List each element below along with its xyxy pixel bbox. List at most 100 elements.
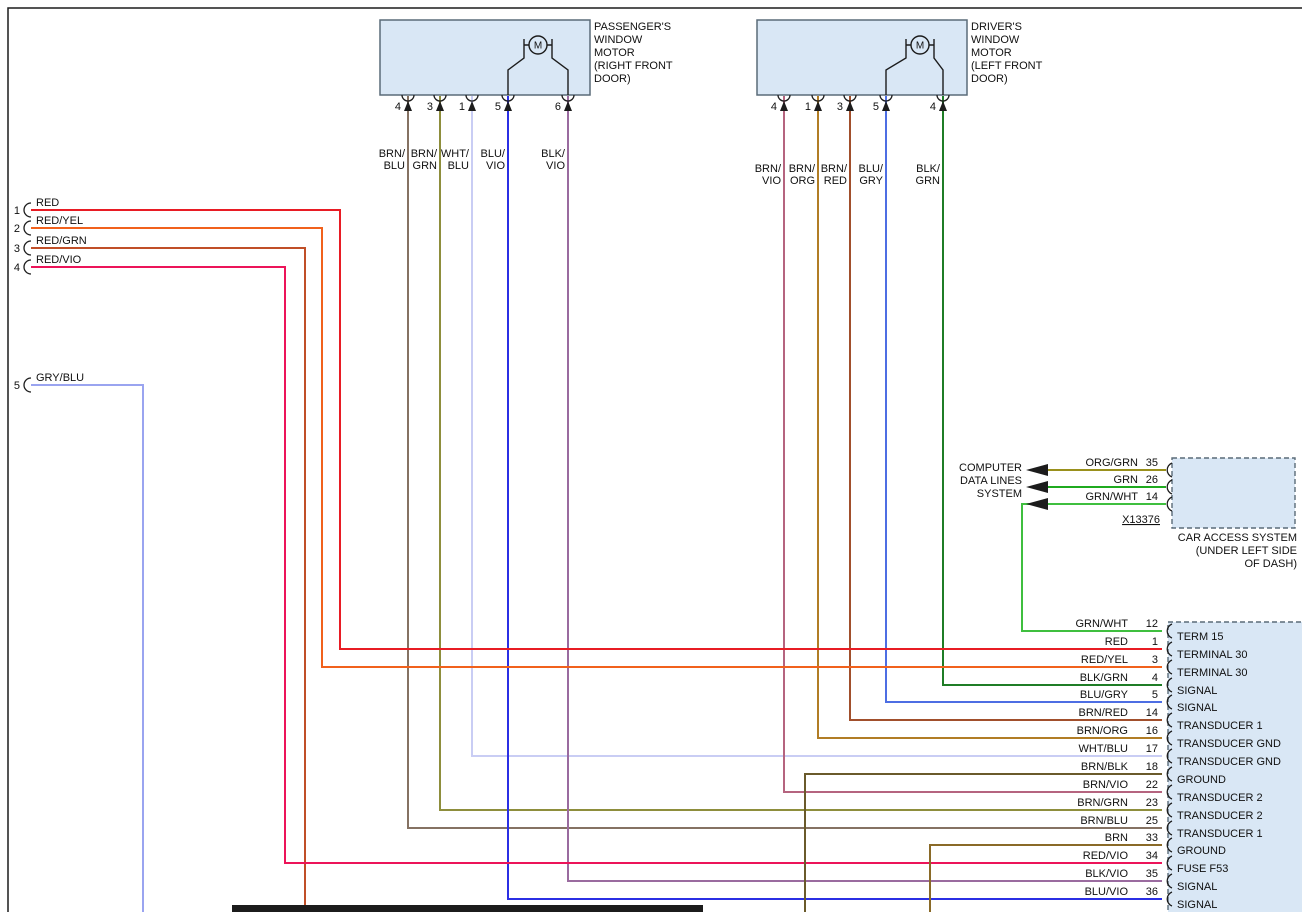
pin-socket (23, 240, 32, 256)
pin-arrow-up-icon (814, 101, 822, 111)
wire-color-label: BRN/ (379, 148, 406, 160)
row-wire-name: BLU/VIO (1085, 886, 1129, 898)
connector-id-link[interactable]: X13376 (1122, 514, 1160, 526)
wire-blu-gry (885, 96, 1162, 703)
row-pin-number: 25 (1146, 815, 1158, 827)
row-terminal-label: GROUND (1177, 845, 1226, 857)
row-wire-name: RED/YEL (1081, 654, 1128, 666)
pin-socket (23, 377, 32, 393)
row-pin-number: 35 (1146, 868, 1158, 880)
wire-color-label: BLK/ (541, 148, 566, 160)
pin-socket (1166, 623, 1173, 639)
passenger_motor-title-line: MOTOR (594, 47, 635, 59)
driver_motor-title-line: DRIVER'S (971, 21, 1022, 33)
row-pin-number: 23 (1146, 797, 1158, 809)
left-wire-number: 3 (14, 243, 20, 255)
passenger_motor-motor-letter: M (534, 41, 542, 52)
left-wire-name: RED (36, 197, 59, 209)
wire-red (31, 209, 1162, 650)
left-wire-name: RED/GRN (36, 235, 87, 247)
row-terminal-label: SIGNAL (1177, 899, 1217, 911)
row-pin-number: 1 (1152, 636, 1158, 648)
row-pin-number: 22 (1146, 779, 1158, 791)
cdl-wire-name: GRN (1114, 474, 1139, 486)
computer-data-lines-label: SYSTEM (977, 488, 1022, 500)
left-wire-number: 4 (14, 262, 20, 274)
pin-socket (23, 202, 32, 218)
wire-grn-wht (1021, 503, 1166, 632)
pin-socket (1166, 820, 1173, 836)
pin-arrow-up-icon (436, 101, 444, 111)
row-pin-number: 34 (1146, 850, 1158, 862)
driver_motor-box (756, 19, 968, 96)
pin-socket (1166, 802, 1173, 818)
row-terminal-label: TRANSDUCER 2 (1177, 810, 1263, 822)
passenger_motor-motor-brackets (523, 39, 553, 51)
driver_motor-motor-lead (885, 51, 907, 95)
driver_motor-motor-letter: M (916, 41, 924, 52)
row-wire-name: BLK/VIO (1085, 868, 1128, 880)
wire-color-label: BLU (448, 160, 469, 172)
pin-socket (1166, 730, 1173, 746)
driver_motor-title-line: (LEFT FRONT (971, 60, 1043, 72)
pin-socket (1166, 462, 1173, 478)
row-terminal-label: TERMINAL 30 (1177, 649, 1248, 661)
data-line-arrow-left-icon (1026, 481, 1048, 493)
wire-color-label: RED (824, 175, 847, 187)
wire-brn-blu (407, 96, 1162, 829)
row-terminal-label: SIGNAL (1177, 881, 1217, 893)
pin-arrow-up-icon (564, 101, 572, 111)
wire-red-grn (31, 247, 306, 912)
driver_motor-title-line: MOTOR (971, 47, 1012, 59)
frame-border (7, 7, 1302, 912)
row-wire-name: BRN/GRN (1077, 797, 1128, 809)
row-wire-name: BLU/GRY (1080, 689, 1129, 701)
wire-brn-grn (439, 96, 1162, 811)
wire-wht-blu (471, 96, 1162, 757)
row-terminal-label: FUSE F53 (1177, 863, 1228, 875)
computer-data-lines-label: DATA LINES (960, 475, 1022, 487)
wire-brn-vio (783, 96, 1162, 793)
driver_motor-motor-lead (933, 51, 944, 95)
data-line-arrow-left-icon (1026, 498, 1048, 510)
pin-number: 4 (771, 101, 777, 113)
wire-red-vio (31, 266, 1162, 864)
pin-arrow-up-icon (939, 101, 947, 111)
left-wire-name: RED/VIO (36, 254, 82, 266)
row-terminal-label: TRANSDUCER 1 (1177, 828, 1263, 840)
driver_motor-title-line: WINDOW (971, 34, 1020, 46)
pin-arrow-up-icon (882, 101, 890, 111)
wire-color-label: GRN (916, 175, 941, 187)
pin-socket (1166, 641, 1173, 657)
row-wire-name: RED/VIO (1083, 850, 1129, 862)
wire-color-label: VIO (546, 160, 565, 172)
pin-number: 4 (395, 101, 401, 113)
wire-blk-vio (567, 96, 1162, 882)
row-wire-name: BRN/RED (1078, 707, 1128, 719)
passenger_motor-title-line: (RIGHT FRONT (594, 60, 673, 72)
wire-brn-red (849, 96, 1162, 721)
wire-brn-org (817, 96, 1162, 739)
row-terminal-label: TERMINAL 30 (1177, 667, 1248, 679)
pin-arrow-up-icon (404, 101, 412, 111)
pin-socket (1166, 712, 1173, 728)
pin-socket (1166, 748, 1173, 764)
wire-color-label: VIO (486, 160, 505, 172)
pin-socket (1166, 677, 1173, 693)
wire-color-label: BRN/ (821, 163, 848, 175)
cdl-wire-pin: 14 (1146, 491, 1158, 503)
row-pin-number: 17 (1146, 743, 1158, 755)
row-pin-number: 4 (1152, 672, 1158, 684)
pin-number: 6 (555, 101, 561, 113)
passenger_motor-box (379, 19, 591, 96)
passenger_motor-title-line: DOOR) (594, 73, 631, 85)
bottom-crop-bar (232, 905, 703, 912)
car-access-system-box (1171, 457, 1296, 529)
pin-socket (1166, 855, 1173, 871)
pin-socket (1166, 479, 1173, 495)
left-wire-number: 5 (14, 380, 20, 392)
row-pin-number: 16 (1146, 725, 1158, 737)
wire-gry-blu (31, 384, 144, 912)
left-wire-name: GRY/BLU (36, 372, 84, 384)
cdl-wire-name: GRN/WHT (1085, 491, 1138, 503)
